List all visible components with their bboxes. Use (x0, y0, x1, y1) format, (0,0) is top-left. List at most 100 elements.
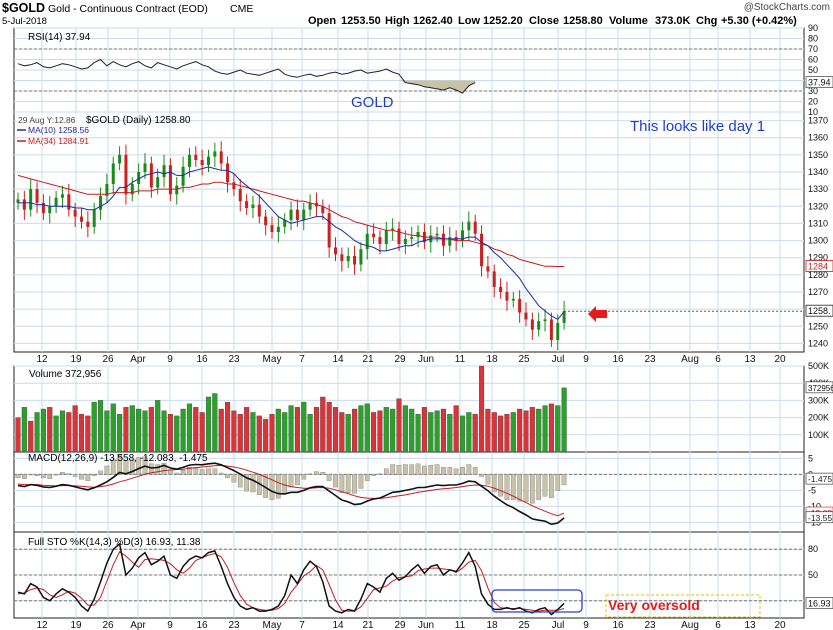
volume-bar (129, 405, 135, 453)
open-label: Open (308, 15, 336, 27)
price-bar-body (143, 163, 147, 172)
price-bar-body (80, 216, 83, 222)
price-bar-body (257, 204, 261, 217)
x-tick-label-bottom: 11 (455, 620, 466, 630)
volume-bar (224, 401, 231, 453)
macd-histogram-bar (79, 474, 84, 480)
price-bar-body (511, 298, 515, 301)
x-tick-label-bottom: 7 (299, 620, 305, 630)
macd-histogram-bar (41, 474, 46, 479)
macd-histogram-bar (530, 474, 535, 504)
open-value: 1253.50 (341, 15, 381, 27)
x-tick-label-top: Jul (552, 354, 565, 365)
macd-histogram-bar (180, 470, 186, 475)
macd-histogram-bar (15, 474, 21, 479)
x-tick-label-top: 16 (612, 354, 624, 365)
x-tick-label-bottom: 16 (612, 620, 624, 630)
macd-histogram-bar (187, 467, 192, 475)
price-bar-body (251, 204, 255, 208)
volume-tick-label: 500K (808, 361, 829, 371)
volume-bar (72, 405, 78, 453)
macd-histogram-bar (504, 474, 510, 500)
macd-histogram-bar (193, 467, 199, 475)
price-bar-body (194, 154, 198, 160)
price-bar-body (327, 213, 331, 248)
volume-bar (21, 407, 27, 453)
chg-label: Chg (696, 15, 717, 27)
x-tick-label-top: 9 (583, 354, 589, 365)
price-bar-body (130, 184, 134, 195)
price-bar-body (181, 166, 185, 186)
macd-histogram-bar (288, 474, 294, 488)
macd-histogram-bar (110, 459, 116, 475)
price-bar-body (226, 163, 230, 183)
macd-histogram-bar (466, 464, 472, 475)
rsi-tick-label: 20 (808, 97, 818, 107)
macd-histogram-bar (434, 464, 440, 475)
sto-value-tag-text: 16.93 (808, 598, 831, 608)
volume-bar (250, 412, 256, 453)
macd-value-tag (805, 511, 833, 524)
volume-bar (478, 365, 485, 453)
macd-histogram-bar (510, 474, 516, 500)
macd-histogram-bar (542, 474, 548, 497)
macd-histogram-bar (320, 472, 326, 475)
low-label: Low (458, 15, 480, 27)
macd-histogram-bar (390, 464, 396, 475)
volume-bar (498, 415, 504, 453)
volume-bar (536, 408, 542, 453)
price-bar-body (245, 201, 249, 208)
macd-histogram-bar (561, 474, 567, 486)
volume-bar (288, 405, 294, 453)
price-bar-body (346, 256, 350, 262)
macd-histogram-bar (549, 474, 554, 498)
price-bar-body (340, 254, 344, 262)
macd-histogram-bar (91, 474, 97, 476)
macd-histogram-bar (250, 474, 256, 493)
macd-histogram-bar (212, 468, 218, 475)
price-bar-body (175, 185, 179, 195)
volume-bar (59, 410, 65, 453)
macd-histogram-bar (447, 467, 453, 475)
macd-histogram-bar (148, 463, 154, 475)
volume-bar (428, 412, 434, 453)
close-value-tag (805, 304, 833, 317)
macd-histogram-bar (333, 474, 338, 488)
macd-histogram-bar (339, 474, 345, 493)
price-bar-body (372, 233, 376, 238)
x-tick-label-top: 6 (715, 354, 721, 365)
macd-histogram-bar (104, 465, 110, 475)
price-bar-body (505, 292, 509, 301)
macd-histogram-bar (517, 474, 523, 502)
volume-bar (402, 405, 408, 453)
x-tick-label-top: 19 (70, 354, 82, 365)
labels-layer: 12 12 19 19 26 26 Apr Apr 9 9 16 16 23 23 May May 7 7 14 14… (36, 23, 833, 630)
price-tick-label: 1300 (808, 236, 828, 246)
macd-tick-label: 5 (808, 453, 813, 463)
rsi-value-tag-text: 37.94 (808, 78, 831, 88)
price-bar-body (308, 202, 312, 210)
volume-bar (123, 407, 129, 453)
price-bar-body (35, 189, 39, 203)
price-bar-body (473, 221, 477, 234)
macd-histogram-bar (409, 464, 415, 475)
x-tick-label-top: Jun (418, 354, 434, 365)
volume-bar (555, 405, 561, 453)
x-tick-label-top: 11 (455, 354, 466, 365)
x-tick-label-bottom: Jul (552, 620, 565, 630)
x-tick-label-bottom: 26 (102, 620, 114, 630)
price-bar-body (289, 209, 293, 220)
volume-tick-label: 100K (808, 430, 829, 440)
price-bar-body (232, 182, 236, 190)
macd-histogram-bar (301, 474, 307, 480)
volume-bar (98, 400, 104, 453)
rsi-tick-label: 60 (808, 55, 818, 65)
volume-bar (517, 408, 523, 453)
volume-bar (186, 403, 193, 453)
price-bar-body (22, 199, 26, 210)
macd-value-tag (805, 472, 833, 485)
close-value: 1258.80 (563, 15, 603, 27)
volume-value-tag-text: 372956 (808, 384, 833, 393)
price-bar-body (276, 226, 280, 232)
volume-bar (472, 414, 478, 453)
